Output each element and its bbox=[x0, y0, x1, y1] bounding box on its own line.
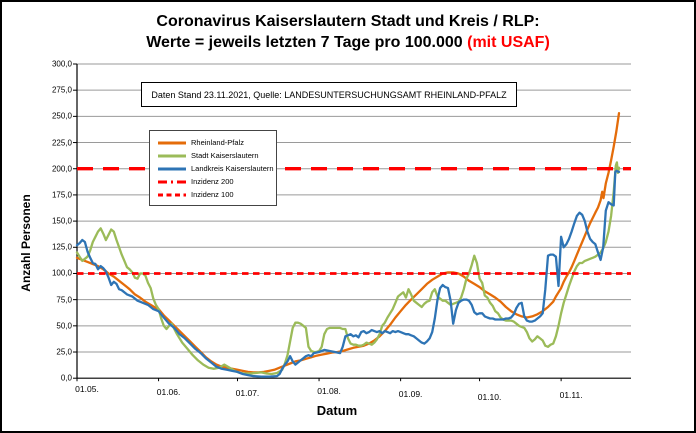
legend-item-label: Stadt Kaiserslautern bbox=[191, 151, 259, 160]
y-tick-label: 25,0 bbox=[56, 347, 72, 357]
legend-item-label: Landkreis Kaiserslautern bbox=[191, 164, 274, 173]
y-tick-label: 275,0 bbox=[51, 85, 72, 95]
series-line-landkreis-kaiserslautern bbox=[75, 169, 621, 378]
chart-title: Coronavirus Kaiserslautern Stadt und Kre… bbox=[2, 11, 694, 53]
y-tick-label: 100,0 bbox=[51, 268, 72, 278]
legend-item-label: Inzidenz 100 bbox=[191, 190, 234, 199]
legend-item[interactable]: Landkreis Kaiserslautern bbox=[150, 162, 276, 175]
legend-item-label: Rheinland-Pfalz bbox=[191, 138, 244, 147]
legend-item-label: Inzidenz 200 bbox=[191, 177, 234, 186]
x-tick-label: 01.09. bbox=[398, 389, 423, 399]
x-axis-title: Datum bbox=[316, 403, 358, 418]
y-tick-label: 225,0 bbox=[51, 138, 72, 148]
legend-item[interactable]: Stadt Kaiserslautern bbox=[150, 149, 276, 162]
legend-line-sample bbox=[158, 193, 186, 196]
legend-line-sample bbox=[158, 180, 186, 183]
legend-line-sample bbox=[158, 167, 186, 170]
annotation-text: Daten Stand 23.11.2021, Quelle: LANDESUN… bbox=[151, 89, 507, 100]
legend-item[interactable]: Rheinland-Pfalz bbox=[150, 136, 276, 149]
y-tick-label: 50,0 bbox=[56, 321, 72, 331]
legend-line-sample bbox=[158, 154, 186, 157]
legend[interactable]: Rheinland-Pfalz Stadt Kaiserslautern Landk… bbox=[149, 130, 277, 206]
chart-title-line2: Werte = jeweils letzten 7 Tage pro 100.0… bbox=[2, 32, 694, 53]
x-tick-label: 01.11. bbox=[559, 390, 583, 400]
chart-title-line2-black: Werte = jeweils letzten 7 Tage pro 100.0… bbox=[146, 34, 468, 51]
annotation-box[interactable]: Daten Stand 23.11.2021, Quelle: LANDESUN… bbox=[141, 82, 517, 107]
y-axis-title: Anzahl Personen bbox=[19, 194, 33, 292]
y-tick-label: 75,0 bbox=[56, 295, 72, 305]
y-tick-label: 125,0 bbox=[51, 242, 72, 252]
legend-item[interactable]: Inzidenz 100 bbox=[150, 188, 276, 201]
x-tick-label: 01.08. bbox=[317, 386, 341, 396]
y-tick-label: 300,0 bbox=[51, 59, 72, 69]
y-tick-label: 250,0 bbox=[51, 111, 72, 121]
y-tick-label: 0,0 bbox=[60, 373, 72, 383]
x-tick-label: 01.10. bbox=[477, 392, 502, 402]
y-tick-label: 175,0 bbox=[51, 190, 72, 200]
y-tick-label: 200,0 bbox=[51, 164, 72, 174]
x-tick-label: 01.05. bbox=[75, 384, 99, 394]
legend-item[interactable]: Inzidenz 200 bbox=[150, 175, 276, 188]
usaf-highlight: (mit USAF) bbox=[467, 34, 550, 51]
y-tick-label: 150,0 bbox=[51, 216, 72, 226]
x-tick-label: 01.06. bbox=[156, 387, 181, 397]
chart-title-line1: Coronavirus Kaiserslautern Stadt und Kre… bbox=[156, 13, 540, 30]
x-tick-label: 01.07. bbox=[235, 388, 260, 398]
legend-line-sample bbox=[158, 141, 186, 144]
